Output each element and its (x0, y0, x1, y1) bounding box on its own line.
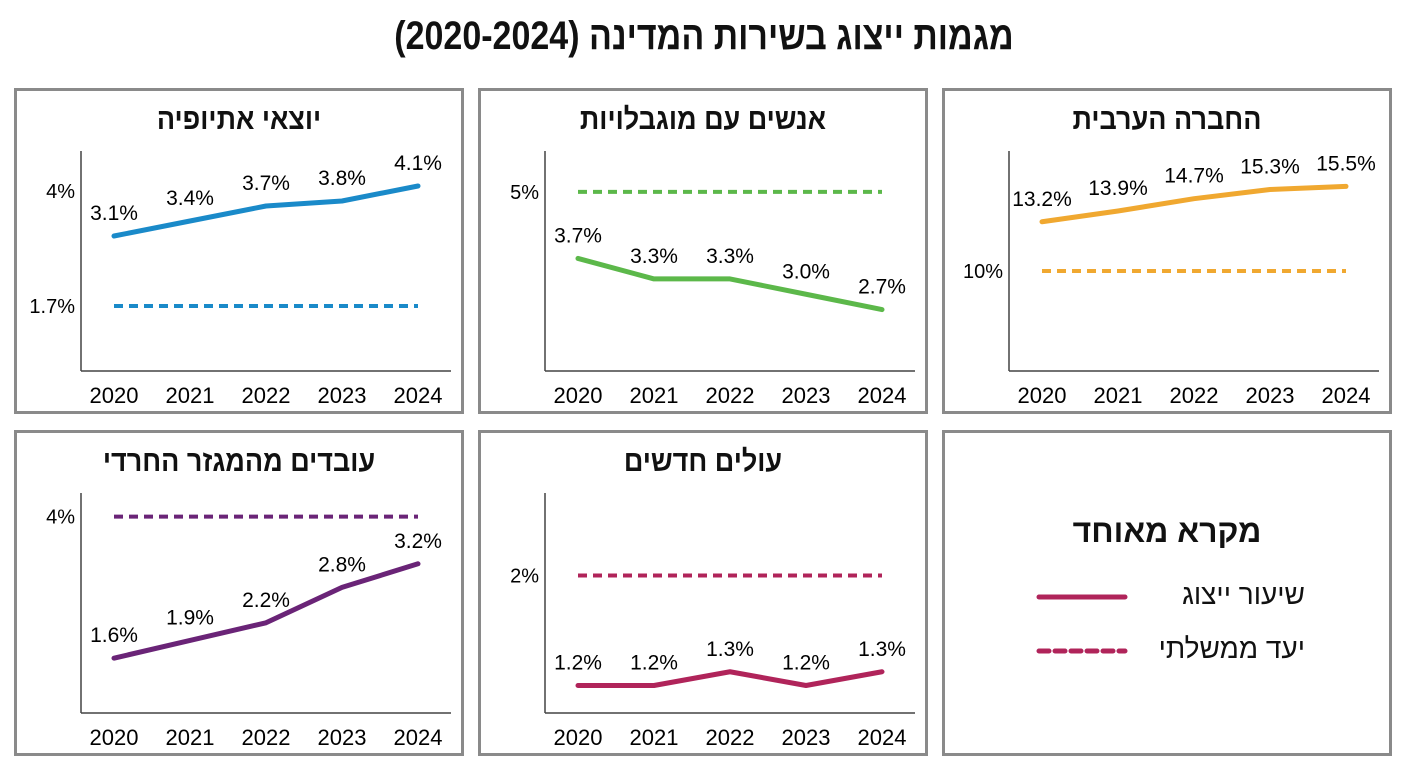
data-label: 2.2% (242, 589, 290, 612)
data-label: 3.3% (630, 245, 678, 268)
legend-label: שיעור ייצוג (1182, 579, 1305, 610)
x-tick-label: 2021 (630, 725, 679, 750)
line-chart: 10% 13.2% 13.9% 14.7% 15.3% 15.5% 2020 2021 2022… (963, 151, 1379, 408)
panel-disabilities: אנשים עם מוגבלויות 5% 3.7% 3.3% 3.3% 3.0% 2.7… (478, 88, 928, 414)
x-tick-label: 2020 (1018, 383, 1067, 408)
legend-label: יעד ממשלתי (1158, 633, 1305, 664)
data-label: 2.7% (858, 276, 906, 299)
line-chart: 4% 1.7% 3.1% 3.4% 3.7% 3.8% 4.1% 2020 2021 2022 20… (29, 151, 451, 408)
data-label: 1.9% (166, 606, 214, 629)
x-tick-label: 2021 (630, 383, 679, 408)
legend-item-rate: שיעור ייצוג (1035, 579, 1305, 613)
panel-title: עולים חדשים (623, 445, 783, 478)
x-tick-label: 2022 (706, 725, 755, 750)
panel-title: החברה הערבית (1072, 103, 1262, 136)
data-label: 3.8% (318, 167, 366, 190)
chart-title: מגמות ייצוג בשירות המדינה (2020-2024) (394, 14, 1014, 58)
panel-haredi: עובדים מהמגזר החרדי 4% 1.6% 1.9% 2.2% 2.8% 3.… (14, 430, 464, 756)
data-label: 1.6% (90, 624, 138, 647)
panel-title: עובדים מהמגזר החרדי (102, 445, 376, 478)
x-tick-label: 2021 (1094, 383, 1143, 408)
panel-title: אנשים עם מוגבלויות (579, 103, 827, 136)
data-label: 4.1% (394, 152, 442, 175)
dashed-line-swatch (1036, 648, 1128, 654)
panel-title: יוצאי אתיופיה (156, 103, 322, 136)
x-tick-label: 2024 (1322, 383, 1371, 408)
line-chart: 5% 3.7% 3.3% 3.3% 3.0% 2.7% 2020 2021 2022 2023 20… (510, 151, 915, 408)
x-tick-label: 2024 (858, 725, 907, 750)
y-tick-label: 5% (510, 182, 539, 204)
series-line (575, 669, 885, 688)
data-label: 13.2% (1012, 188, 1072, 211)
x-tick-label: 2020 (90, 383, 139, 408)
x-tick-label: 2020 (554, 725, 603, 750)
data-label: 3.7% (242, 172, 290, 195)
y-tick-label: 2% (510, 566, 539, 588)
panel-new-immigrants: עולים חדשים 2% 1.2% 1.2% 1.3% 1.2% 1.3% 2020 20… (478, 430, 928, 756)
x-tick-label: 2022 (1170, 383, 1219, 408)
x-tick-label: 2023 (318, 725, 367, 750)
data-label: 1.2% (554, 652, 602, 675)
data-label: 3.1% (90, 202, 138, 225)
line-chart: 2% 1.2% 1.2% 1.3% 1.2% 1.3% 2020 2021 2022 2023 20… (510, 493, 915, 750)
x-tick-label: 2023 (782, 725, 831, 750)
legend-panel: מקרא מאוחד שיעור ייצוג יעד ממשלתי (942, 430, 1392, 756)
data-label: 13.9% (1088, 177, 1148, 200)
data-label: 1.3% (858, 638, 906, 661)
y-tick-label: 4% (46, 507, 75, 529)
x-tick-label: 2024 (394, 725, 443, 750)
data-label: 1.3% (706, 638, 754, 661)
line-chart: 4% 1.6% 1.9% 2.2% 2.8% 3.2% 2020 2021 2022 2023 20… (46, 493, 451, 750)
data-label: 3.3% (706, 245, 754, 268)
data-label: 1.2% (630, 652, 678, 675)
x-tick-label: 2023 (1246, 383, 1295, 408)
x-tick-label: 2023 (782, 383, 831, 408)
panel-ethiopian: יוצאי אתיופיה 4% 1.7% 3.1% 3.4% 3.7% 3.8% 4.1%… (14, 88, 464, 414)
y-tick-label: 1.7% (29, 296, 75, 318)
x-tick-label: 2022 (242, 383, 291, 408)
data-label: 15.5% (1316, 152, 1376, 175)
x-tick-label: 2020 (554, 383, 603, 408)
panel-arab-society: החברה הערבית 10% 13.2% 13.9% 14.7% 15.3% 15.5… (942, 88, 1392, 414)
legend-title: מקרא מאוחד (1072, 513, 1262, 549)
x-tick-label: 2021 (166, 725, 215, 750)
x-tick-label: 2023 (318, 383, 367, 408)
x-tick-label: 2020 (90, 725, 139, 750)
x-tick-label: 2024 (394, 383, 443, 408)
data-label: 14.7% (1164, 165, 1224, 188)
x-tick-label: 2021 (166, 383, 215, 408)
data-label: 3.0% (782, 260, 830, 283)
data-label: 3.4% (166, 187, 214, 210)
legend-item-target: יעד ממשלתי (1035, 633, 1305, 667)
y-tick-label: 10% (963, 261, 1003, 283)
x-tick-label: 2024 (858, 383, 907, 408)
data-label: 15.3% (1240, 155, 1300, 178)
solid-line-swatch (1036, 594, 1128, 600)
data-label: 3.7% (554, 224, 602, 247)
data-label: 3.2% (394, 530, 442, 553)
y-tick-label: 4% (46, 181, 75, 203)
x-tick-label: 2022 (706, 383, 755, 408)
x-tick-label: 2022 (242, 725, 291, 750)
data-label: 1.2% (782, 652, 830, 675)
data-label: 2.8% (318, 553, 366, 576)
